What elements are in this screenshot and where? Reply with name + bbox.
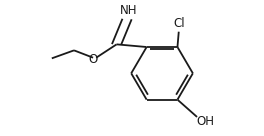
Text: OH: OH (196, 115, 214, 128)
Text: Cl: Cl (173, 17, 185, 30)
Text: O: O (88, 53, 98, 66)
Text: NH: NH (120, 4, 137, 17)
